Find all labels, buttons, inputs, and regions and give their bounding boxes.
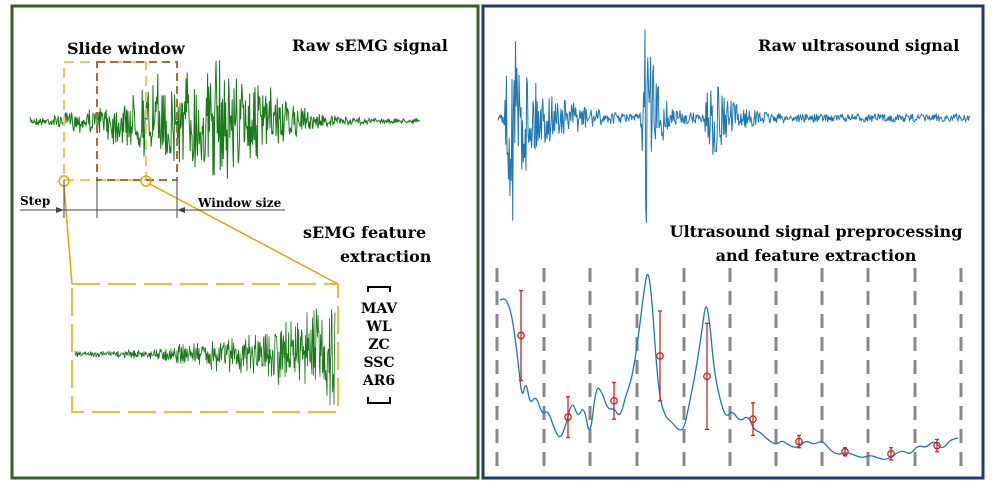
window-size-arrow-head (177, 207, 185, 213)
ultrasound-panel-border (481, 4, 985, 480)
ultrasound-process-title-line2: and feature extraction (716, 246, 917, 265)
slide-window-label: Slide window (67, 39, 186, 58)
semg-panel-border (10, 4, 480, 480)
step-label: Step (20, 194, 50, 208)
semg-title: Raw sEMG signal (292, 36, 448, 55)
feature-point-9 (887, 449, 895, 458)
feature-bracket-bottom (367, 397, 391, 404)
feature-ssc: SSC (363, 355, 394, 371)
raw-ultrasound-signal (497, 29, 971, 223)
zoomed-semg-signal (74, 308, 336, 406)
step-arrow-head (56, 207, 64, 213)
feature-point-2 (564, 413, 572, 421)
feature-wl: WL (365, 319, 392, 335)
feature-bracket-top (367, 286, 391, 292)
feature-ar6: AR6 (362, 373, 395, 389)
feature-point-6 (749, 415, 757, 424)
ultrasound-title: Raw ultrasound signal (758, 36, 959, 55)
window-center-marker-second (140, 175, 152, 187)
ultrasound-envelope-curve (499, 273, 959, 460)
semg-feature-title-line1: sEMG feature (303, 223, 426, 242)
feature-points-group (517, 289, 941, 461)
feature-point-10 (933, 441, 941, 450)
slide-window-second (96, 61, 178, 181)
window-size-label: Window size (197, 196, 282, 210)
feature-point-8 (841, 447, 849, 456)
zoom-line-left (63, 185, 73, 285)
ultrasound-process-title-line1: Ultrasound signal preprocessing (670, 222, 963, 241)
feature-point-3 (610, 396, 618, 405)
feature-zc: ZC (368, 337, 389, 353)
feature-point-4 (656, 352, 664, 360)
feature-point-5 (703, 372, 711, 381)
zoomed-window-box (71, 283, 339, 413)
semg-feature-title-line2: extraction (340, 247, 432, 266)
zoom-line-right (149, 183, 339, 285)
feature-point-7 (795, 437, 803, 446)
feature-point-1 (517, 331, 525, 340)
window-divider-lines (495, 268, 963, 472)
raw-semg-signal (29, 60, 420, 179)
feature-mav: MAV (361, 301, 398, 317)
